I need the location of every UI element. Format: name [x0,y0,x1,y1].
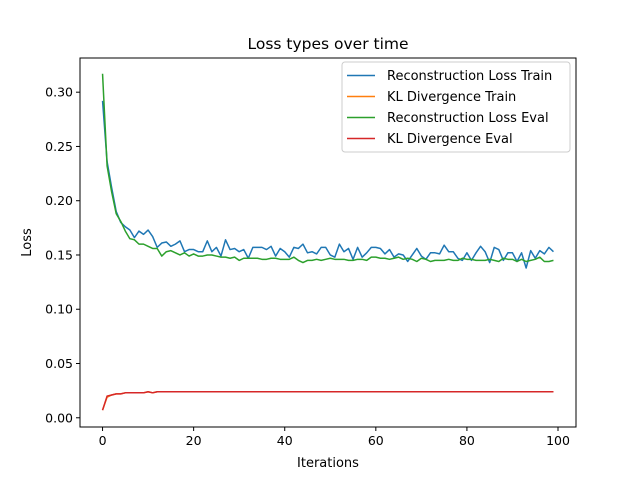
plot-area [101,73,554,411]
y-axis: 0.00 0.05 0.10 0.15 0.20 0.25 0.30 [45,85,80,425]
x-tick-label: 60 [368,433,384,448]
axes-frame [79,57,577,428]
series-line-reconstruction-loss-train [101,100,554,269]
legend-label-reconstruction-loss-train: Reconstruction Loss Train [387,69,552,84]
y-tick-label: 0.05 [45,356,73,371]
legend-label-kl-divergence-train: KL Divergence Train [387,90,516,105]
y-tick-label: 0.15 [45,247,73,262]
y-tick-label: 0.00 [45,410,73,425]
legend-label-kl-divergence-eval: KL Divergence Eval [387,132,513,147]
legend-box [341,61,571,153]
y-tick-label: 0.30 [45,85,73,100]
x-tick-label: 20 [186,433,202,448]
series-line-reconstruction-loss-eval [101,73,554,264]
y-axis-label: Loss [20,228,35,257]
x-tick-label: 80 [459,433,475,448]
x-axis-label: Iterations [297,456,359,471]
y-tick-label: 0.25 [45,139,73,154]
x-tick-label: 100 [546,433,570,448]
chart-title: Loss types over time [247,35,408,53]
legend-label-reconstruction-loss-eval: Reconstruction Loss Eval [387,111,549,126]
x-tick-label: 40 [277,433,293,448]
x-axis: 0 20 40 60 80 100 [99,427,570,448]
y-tick-label: 0.20 [45,193,73,208]
x-tick-label: 0 [99,433,107,448]
y-tick-label: 0.10 [45,302,73,317]
legend: Reconstruction Loss Train KL Divergence T… [341,61,571,153]
series-line-kl-divergence-eval [101,390,554,411]
